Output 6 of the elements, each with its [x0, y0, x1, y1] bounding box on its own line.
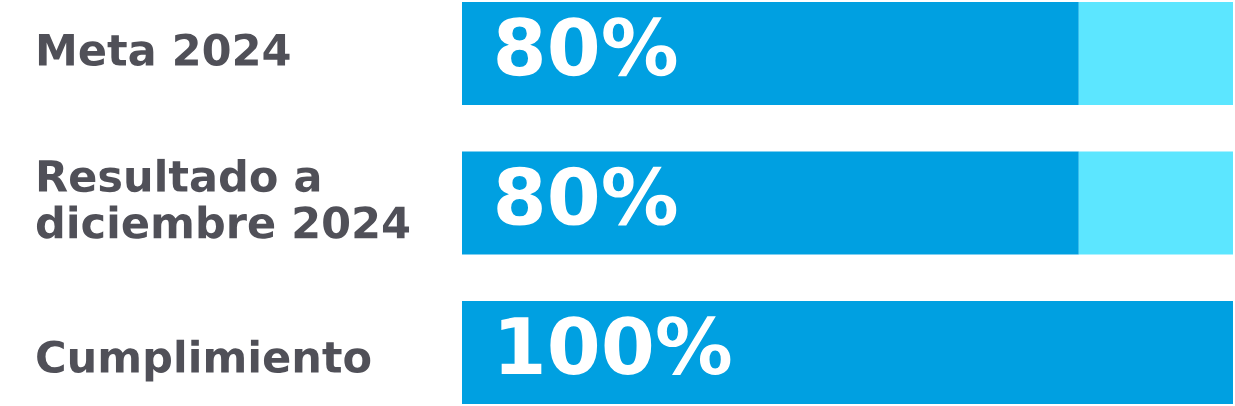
y-tick-label: Meta 2024 — [38, 33, 290, 67]
y-tick-label: Resultado a diciembre 2024 — [36, 158, 410, 239]
data-label: 100% — [501, 316, 731, 376]
data-label: 80% — [497, 17, 677, 77]
data-label: 80% — [497, 166, 677, 226]
y-tick-label: Cumplimiento — [37, 339, 371, 382]
